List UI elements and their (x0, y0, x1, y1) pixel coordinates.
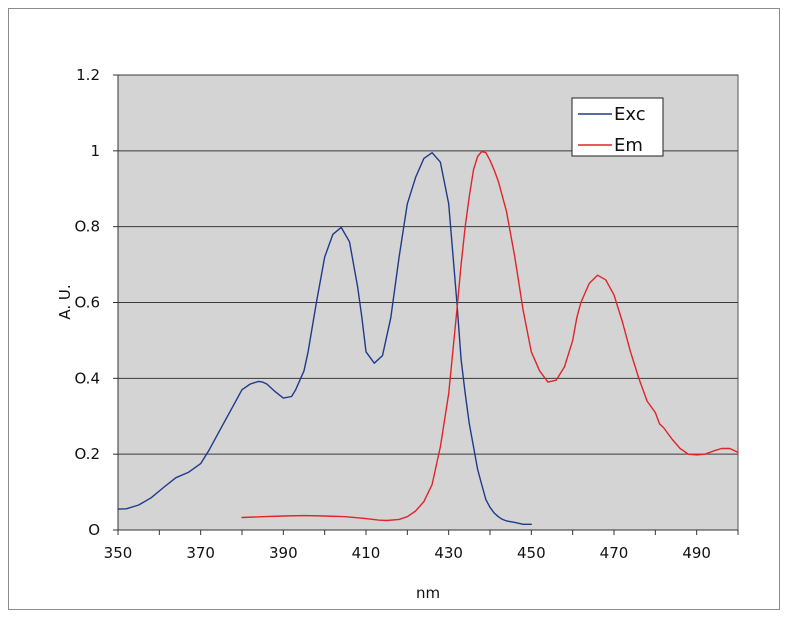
y-tick-label: O.8 (74, 218, 100, 236)
y-tick-label: O.4 (74, 369, 100, 387)
series-line-em (241, 150, 739, 522)
x-tick-label: 390 (269, 544, 298, 562)
x-tick-label: 450 (517, 544, 546, 562)
y-tick-label: O.2 (74, 445, 100, 463)
x-tick-label: 490 (682, 544, 711, 562)
y-axis-ticks: O O.2 O.4 O.6 O.8 1 1.2 (74, 66, 118, 539)
x-axis-title: nm (416, 584, 440, 602)
series-line-exc (117, 151, 532, 525)
y-tick-label: O.6 (74, 294, 100, 312)
x-tick-label: 350 (104, 544, 133, 562)
x-tick-label: 470 (600, 544, 629, 562)
y-tick-label: 1 (90, 142, 100, 160)
x-tick-label: 370 (186, 544, 215, 562)
legend-label-em: Em (614, 135, 643, 156)
x-tick-label: 430 (434, 544, 463, 562)
legend-label-exc: Exc (614, 104, 646, 125)
legend: Exc Em (571, 97, 664, 157)
y-tick-label: O (88, 521, 100, 539)
x-tick-label: 410 (352, 544, 381, 562)
y-tick-label: 1.2 (76, 66, 100, 84)
legend-box (571, 97, 664, 157)
y-axis-title: A. U. (56, 284, 74, 319)
x-axis-ticks: 350 370 390 410 430 450 470 490 (104, 530, 739, 562)
series-layer (117, 150, 739, 525)
